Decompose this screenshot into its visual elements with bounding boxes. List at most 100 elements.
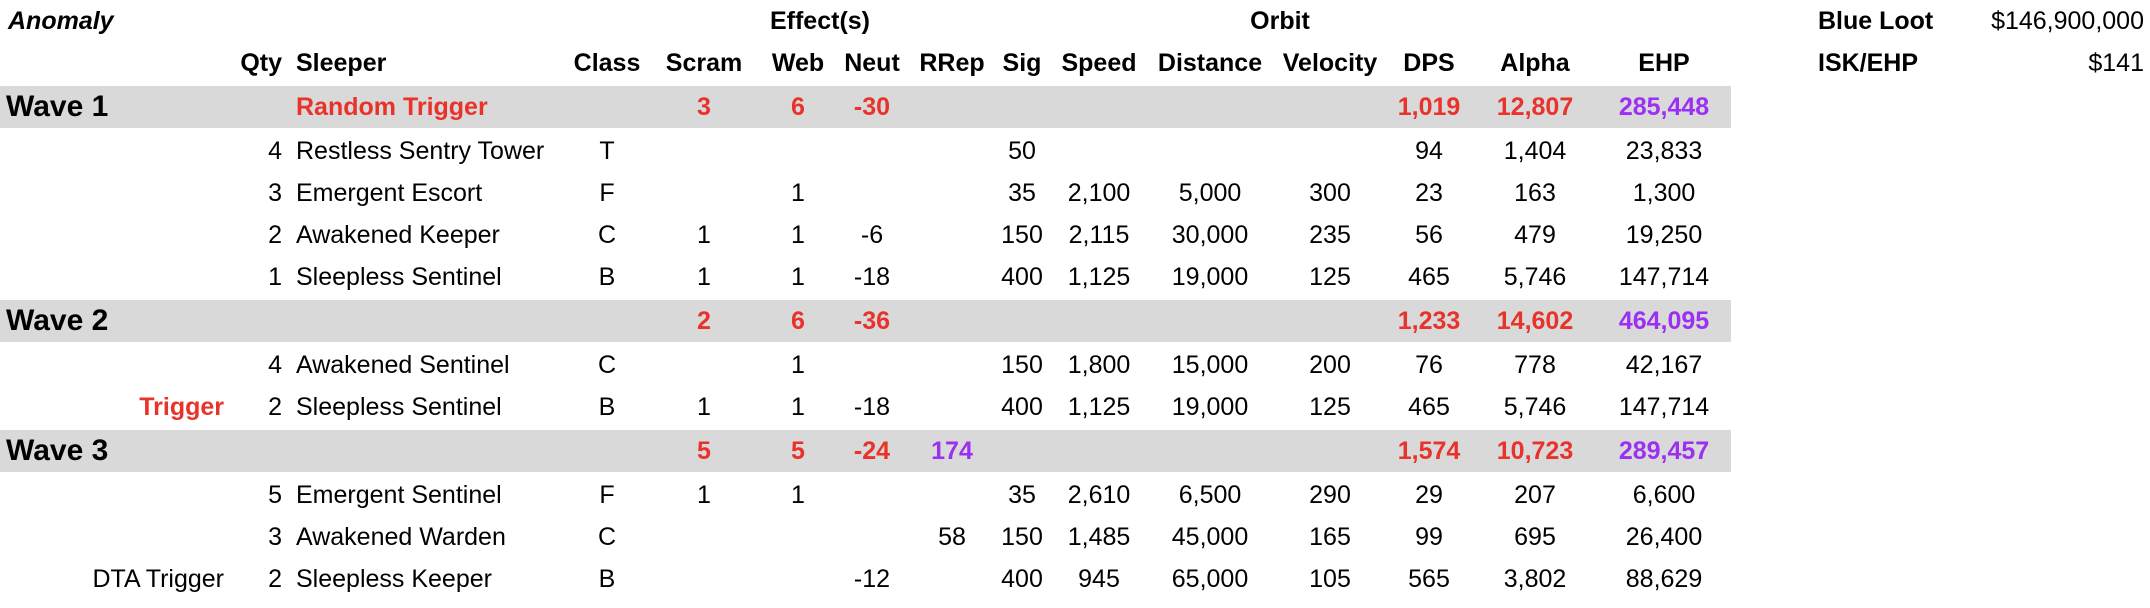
cell-web: 1 xyxy=(791,221,805,249)
table-row: Trigger 2 Sleepless Sentinel B 1 1 -18 400 1,125… xyxy=(0,386,1731,428)
anomaly-label: Anomaly xyxy=(8,7,114,35)
cell-qty: 2 xyxy=(268,393,282,421)
table-row: DTA Trigger 2 Sleepless Keeper B -12 400 945 65… xyxy=(0,558,1731,600)
table-row: 3 Emergent Escort F 1 35 2,100 5,000 300 23 163 1,… xyxy=(0,172,1731,214)
cell-distance: 30,000 xyxy=(1171,221,1249,249)
cell-web: 1 xyxy=(791,263,805,291)
wave-total-alpha: 12,807 xyxy=(1496,93,1574,121)
cell-velocity: 290 xyxy=(1309,481,1351,509)
wave-total-alpha: 10,723 xyxy=(1496,437,1574,465)
isk-ehp-label: ISK/EHP xyxy=(1818,49,1919,77)
cell-dps: 56 xyxy=(1415,221,1443,249)
cell-dps: 94 xyxy=(1415,137,1443,165)
col-header-distance: Distance xyxy=(1157,49,1263,77)
table-row: 4 Awakened Sentinel C 1 150 1,800 15,000 200 76 7… xyxy=(0,344,1731,386)
wave-total-web: 6 xyxy=(791,307,805,335)
cell-ehp: 6,600 xyxy=(1632,481,1696,509)
cell-alpha: 479 xyxy=(1514,221,1556,249)
wave-total-neut: -24 xyxy=(853,437,891,465)
cell-sleeper: Emergent Sentinel xyxy=(296,481,502,509)
cell-velocity: 200 xyxy=(1309,351,1351,379)
cell-velocity: 300 xyxy=(1309,179,1351,207)
cell-alpha: 778 xyxy=(1514,351,1556,379)
cell-speed: 1,125 xyxy=(1067,263,1131,291)
cell-sig: 150 xyxy=(1001,523,1043,551)
cell-class: C xyxy=(597,523,617,551)
wave-total-dps: 1,019 xyxy=(1397,93,1461,121)
header-row-columns: Qty Sleeper Class Scram Web Neut RRep Si… xyxy=(0,42,1731,84)
col-header-web: Web xyxy=(771,49,825,77)
cell-class: F xyxy=(599,481,615,509)
cell-ehp: 147,714 xyxy=(1618,263,1710,291)
cell-dps: 29 xyxy=(1415,481,1443,509)
cell-sleeper: Emergent Escort xyxy=(296,179,483,207)
cell-dps: 565 xyxy=(1408,565,1450,593)
col-header-scram: Scram xyxy=(665,49,743,77)
cell-web: 1 xyxy=(791,179,805,207)
cell-velocity: 125 xyxy=(1309,263,1351,291)
col-header-neut: Neut xyxy=(844,49,900,77)
cell-qty: 1 xyxy=(268,263,282,291)
wave-total-scram: 2 xyxy=(697,307,711,335)
cell-sig: 35 xyxy=(1008,481,1036,509)
cell-qty: 3 xyxy=(268,523,282,551)
wave-total-dps: 1,574 xyxy=(1397,437,1461,465)
cell-speed: 1,485 xyxy=(1067,523,1131,551)
cell-scram: 1 xyxy=(697,221,711,249)
cell-speed: 945 xyxy=(1078,565,1120,593)
wave-total-scram: 5 xyxy=(697,437,711,465)
cell-speed: 2,610 xyxy=(1067,481,1131,509)
cell-sig: 400 xyxy=(1001,393,1043,421)
cell-alpha: 3,802 xyxy=(1503,565,1567,593)
cell-velocity: 165 xyxy=(1309,523,1351,551)
wave-label: Wave 1 xyxy=(6,90,109,123)
cell-qty: 4 xyxy=(268,351,282,379)
wave-total-web: 5 xyxy=(791,437,805,465)
col-header-dps: DPS xyxy=(1403,49,1455,77)
cell-sleeper: Sleepless Sentinel xyxy=(296,263,502,291)
cell-neut: -18 xyxy=(853,263,891,291)
wave-total-neut: -30 xyxy=(853,93,891,121)
trigger-note: DTA Trigger xyxy=(92,565,224,593)
cell-speed: 2,100 xyxy=(1067,179,1131,207)
cell-class: B xyxy=(598,393,616,421)
wave-label: Wave 3 xyxy=(6,434,109,467)
cell-web: 1 xyxy=(791,481,805,509)
cell-class: T xyxy=(599,137,615,165)
cell-qty: 2 xyxy=(268,221,282,249)
cell-qty: 3 xyxy=(268,179,282,207)
cell-alpha: 1,404 xyxy=(1503,137,1567,165)
wave-total-neut: -36 xyxy=(853,307,891,335)
wave-total-ehp: 464,095 xyxy=(1618,307,1710,335)
cell-sig: 50 xyxy=(1008,137,1036,165)
cell-class: B xyxy=(598,263,616,291)
cell-sleeper: Awakened Keeper xyxy=(296,221,500,249)
cell-ehp: 88,629 xyxy=(1625,565,1703,593)
cell-speed: 1,125 xyxy=(1067,393,1131,421)
col-header-sig: Sig xyxy=(1002,49,1042,77)
cell-distance: 6,500 xyxy=(1178,481,1242,509)
cell-sig: 150 xyxy=(1001,351,1043,379)
wave-total-ehp: 285,448 xyxy=(1618,93,1710,121)
cell-alpha: 695 xyxy=(1514,523,1556,551)
cell-scram: 1 xyxy=(697,263,711,291)
cell-sleeper: Awakened Sentinel xyxy=(296,351,510,379)
cell-ehp: 1,300 xyxy=(1632,179,1696,207)
cell-alpha: 163 xyxy=(1514,179,1556,207)
cell-neut: -12 xyxy=(853,565,891,593)
col-header-ehp: EHP xyxy=(1638,49,1690,77)
cell-neut: -18 xyxy=(853,393,891,421)
cell-velocity: 105 xyxy=(1309,565,1351,593)
cell-alpha: 207 xyxy=(1514,481,1556,509)
cell-dps: 23 xyxy=(1415,179,1443,207)
cell-ehp: 147,714 xyxy=(1618,393,1710,421)
col-header-class: Class xyxy=(573,49,641,77)
cell-ehp: 26,400 xyxy=(1625,523,1703,551)
wave-total-ehp: 289,457 xyxy=(1618,437,1710,465)
cell-dps: 465 xyxy=(1408,393,1450,421)
cell-distance: 65,000 xyxy=(1171,565,1249,593)
cell-sig: 400 xyxy=(1001,565,1043,593)
cell-distance: 15,000 xyxy=(1171,351,1249,379)
wave-trigger-label: Random Trigger xyxy=(296,93,488,121)
wave-total-scram: 3 xyxy=(697,93,711,121)
